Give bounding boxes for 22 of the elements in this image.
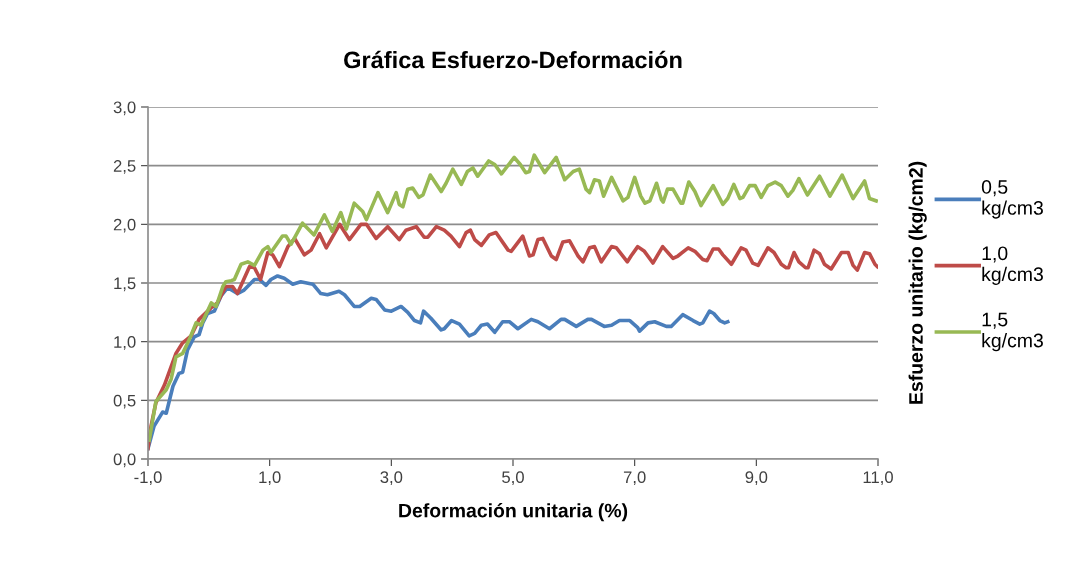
legend-label: 1,5 kg/cm3 (982, 312, 1043, 352)
y-tick-label: 3,0 (113, 101, 136, 116)
legend-label: 0,5 kg/cm3 (981, 180, 1043, 219)
x-tick-label: 1,0 (259, 471, 281, 486)
legend-label: 1,0 kg/cm3 (982, 246, 1043, 285)
x-tick-label: 3,0 (380, 471, 403, 486)
x-tick-label: 7,0 (623, 471, 646, 486)
y-tick-label: 0,0 (113, 453, 136, 468)
line-series (148, 153, 878, 443)
y-axis-title: Esfuerzo unitario (kg/cm2) (908, 161, 927, 404)
x-axis-title: Deformación unitaria (%) (399, 503, 628, 522)
x-tick-label: 11,0 (863, 471, 893, 486)
y-tick-label: 2,0 (113, 218, 136, 233)
y-tick-label: 0,5 (113, 394, 136, 409)
y-tick-label: 1,0 (114, 336, 136, 350)
x-tick-label: 5,0 (502, 471, 524, 486)
x-tick-label: 9,0 (745, 471, 768, 486)
y-tick-label: 2,5 (113, 160, 136, 174)
x-tick-label: -1,0 (134, 471, 162, 486)
y-tick-label: 1,5 (114, 277, 136, 292)
line-series (148, 222, 878, 451)
chart-title: Gráfica Esfuerzo-Deformación (344, 50, 682, 69)
